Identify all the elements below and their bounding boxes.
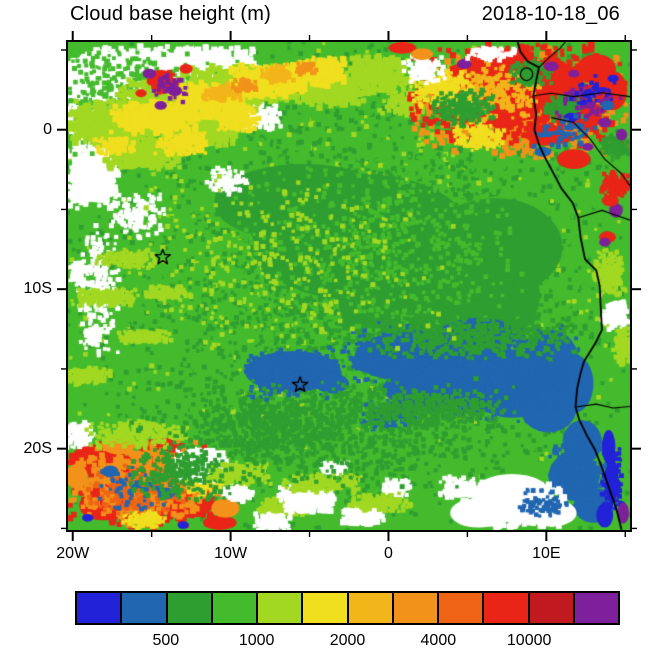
colorbar-label: 10000 bbox=[506, 632, 552, 649]
colorbar-label: 1000 bbox=[238, 632, 275, 649]
colorbar-label: 2000 bbox=[329, 632, 366, 649]
colorbar-cell bbox=[348, 593, 394, 623]
y-axis-label: 0 bbox=[43, 120, 52, 138]
colorbar-label: 4000 bbox=[420, 632, 457, 649]
figure-timestamp: 2018-10-18_06 bbox=[481, 3, 620, 25]
x-axis-label: 20W bbox=[56, 545, 90, 562]
colorbar-cell bbox=[212, 593, 258, 623]
colorbar-cell bbox=[439, 593, 485, 623]
colorbar-cell bbox=[122, 593, 168, 623]
colorbar-cell bbox=[484, 593, 530, 623]
y-axis-label: 20S bbox=[23, 439, 52, 457]
colorbar-cell bbox=[258, 593, 304, 623]
colorbar bbox=[75, 591, 620, 625]
x-axis-label: 0 bbox=[384, 545, 393, 562]
x-axis-label: 10E bbox=[532, 545, 561, 562]
colorbar-cell bbox=[77, 593, 123, 623]
figure-title: Cloud base height (m) bbox=[70, 3, 271, 25]
colorbar-cell bbox=[303, 593, 349, 623]
y-axis-label: 10S bbox=[23, 280, 52, 298]
colorbar-cell bbox=[167, 593, 213, 623]
colorbar-label: 500 bbox=[152, 632, 180, 649]
colorbar-cell bbox=[529, 593, 575, 623]
colorbar-cell bbox=[574, 593, 618, 623]
x-axis-label: 10W bbox=[214, 545, 248, 562]
map-plot-frame bbox=[66, 40, 632, 532]
map-canvas bbox=[68, 42, 630, 530]
colorbar-cell bbox=[393, 593, 439, 623]
